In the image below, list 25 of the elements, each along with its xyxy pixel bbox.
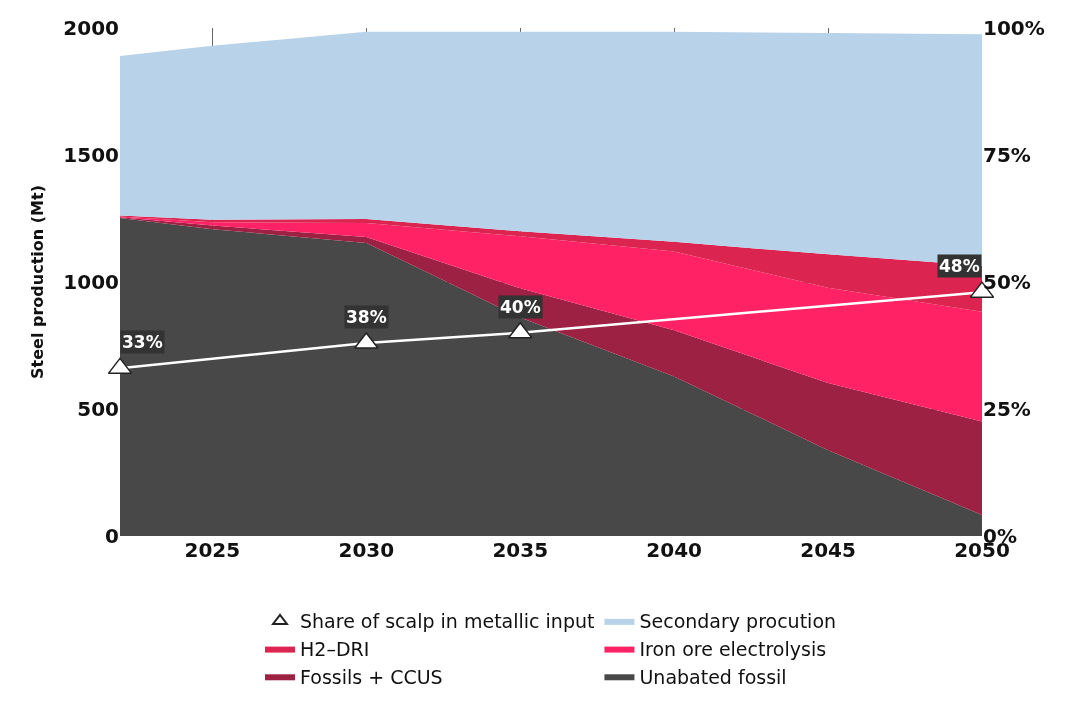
y-tick-label: 2000: [63, 16, 119, 40]
data-label: 38%: [346, 307, 387, 327]
y2-tick-label: 75%: [983, 143, 1031, 167]
y-tick-label: 500: [77, 397, 119, 421]
y2-tick-label: 25%: [983, 397, 1031, 421]
data-label: 33%: [122, 332, 163, 352]
x-tick-label: 2025: [184, 538, 241, 562]
legend-label: Share of scalp in metallic input: [300, 610, 595, 633]
legend-label: H2–DRI: [300, 638, 370, 660]
y-tick-label: 1000: [63, 270, 119, 294]
x-tick-label: 2040: [646, 538, 702, 562]
legend-label: Fossils + CCUS: [300, 665, 443, 688]
y2-tick-label: 100%: [983, 16, 1045, 40]
y2-tick-label: 50%: [983, 270, 1031, 294]
y-tick-label: 1500: [63, 143, 119, 167]
data-label: 48%: [939, 256, 980, 276]
x-tick-label: 2045: [800, 538, 856, 562]
x-tick-label: 2030: [338, 538, 395, 562]
x-tick-label: 2035: [492, 538, 549, 562]
data-label: 40%: [500, 297, 541, 317]
y-tick-label: 0: [105, 524, 119, 548]
legend-label: Unabated fossil: [639, 665, 787, 688]
y-axis-title: Steel production (Mt): [28, 185, 48, 379]
legend-label: Secondary procution: [639, 610, 837, 633]
legend-label: Iron ore electrolysis: [639, 638, 827, 660]
